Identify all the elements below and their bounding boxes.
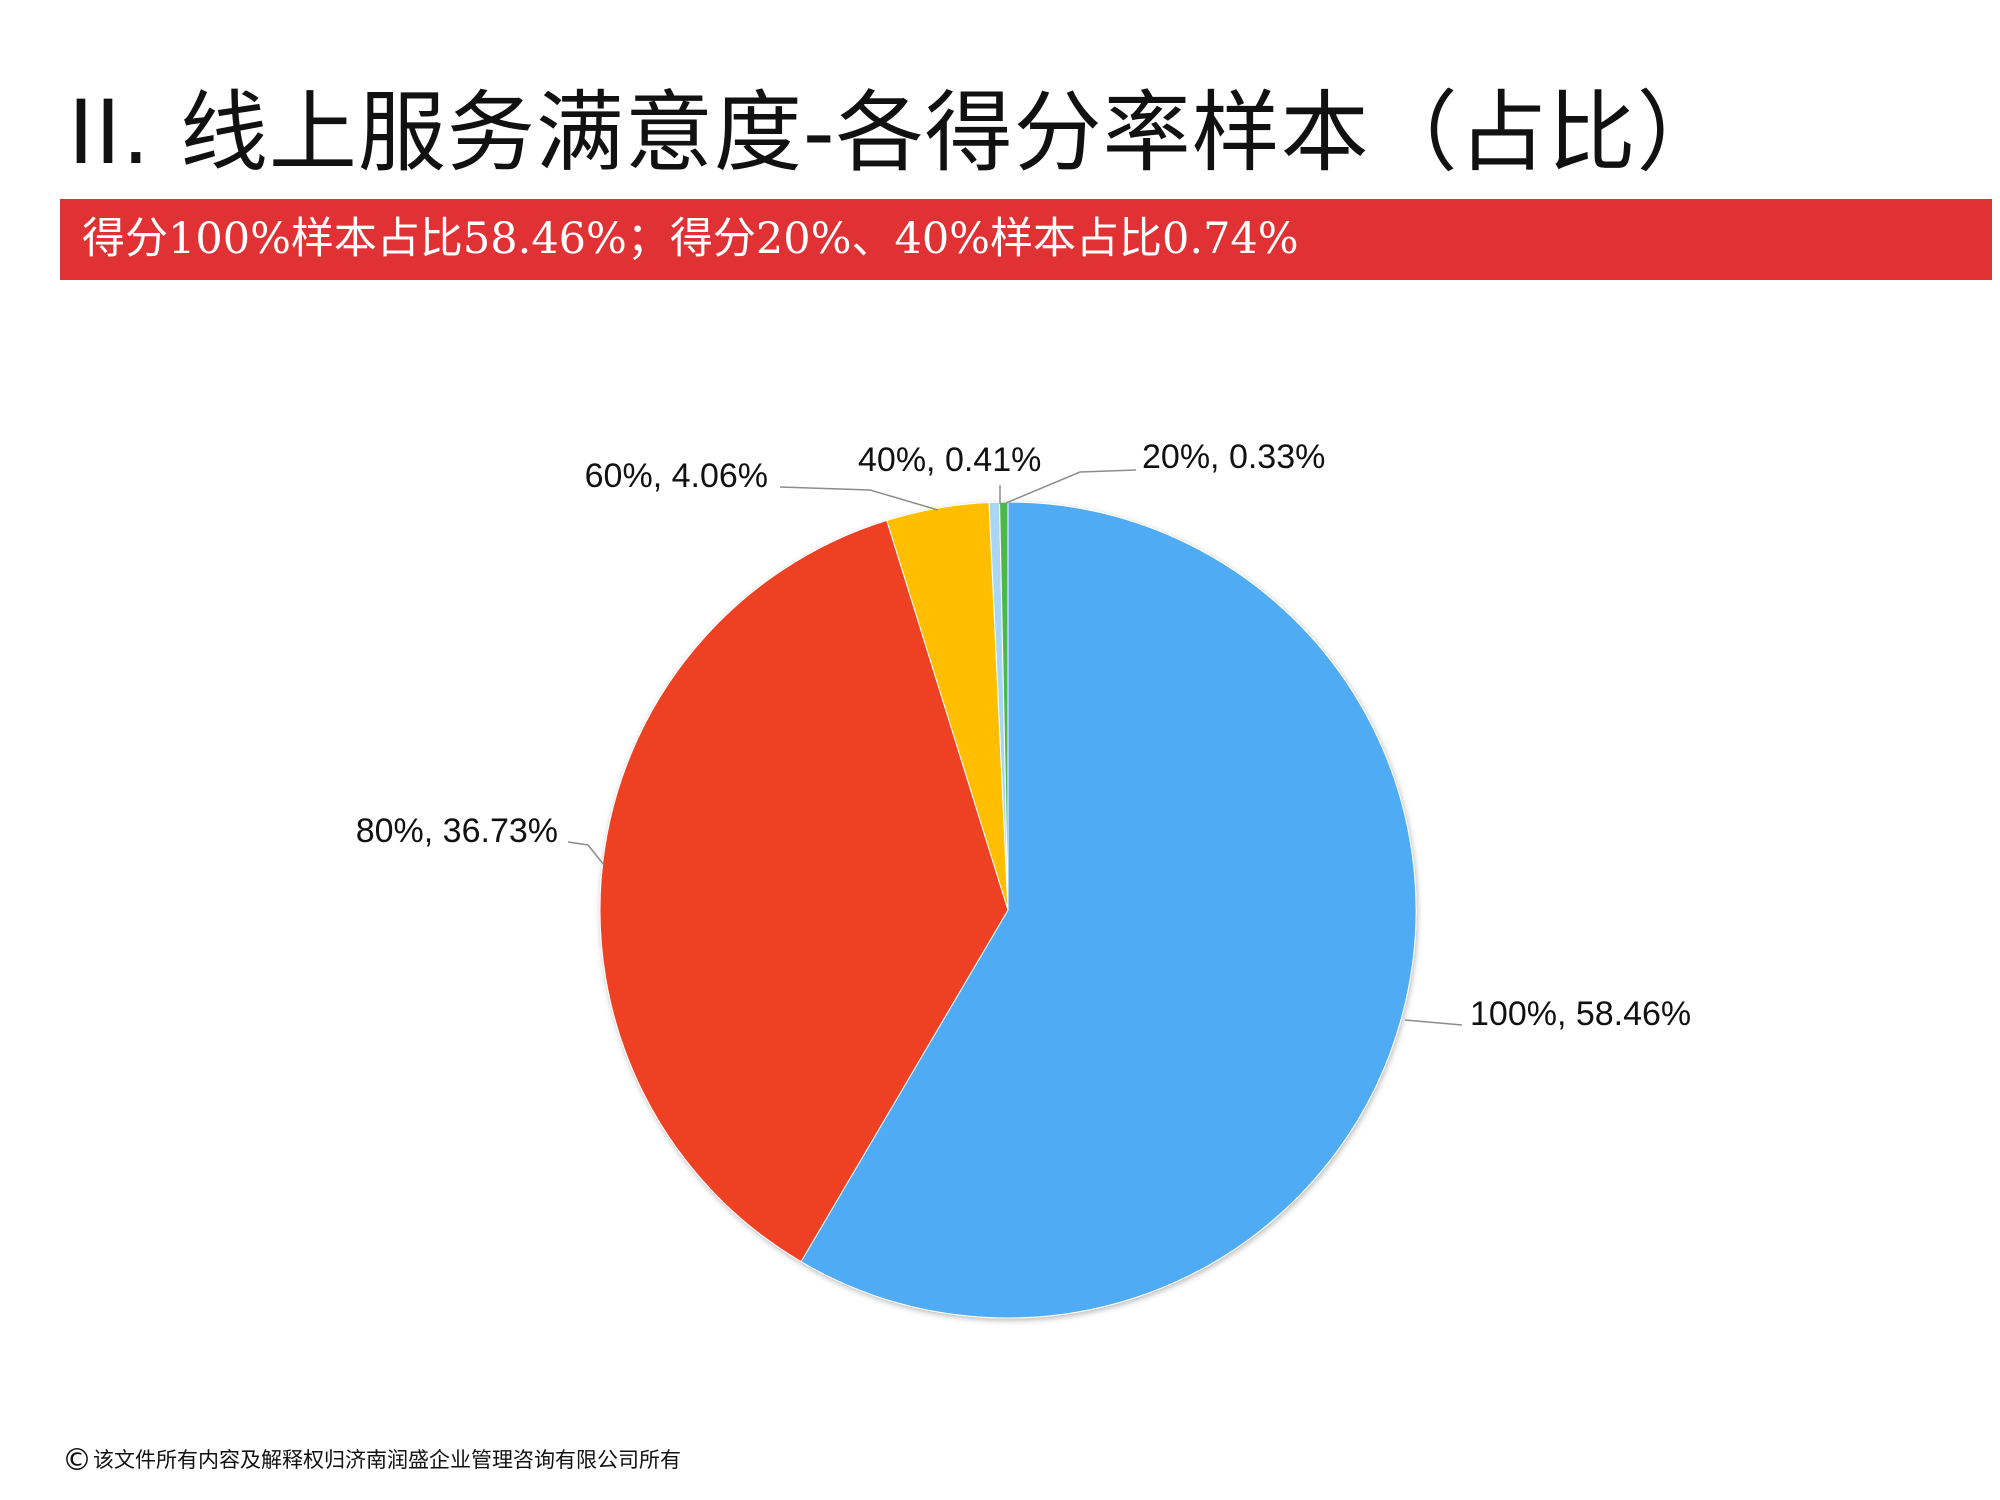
- copyright-footer: ©该文件所有内容及解释权归济南润盛企业管理咨询有限公司所有: [62, 1443, 681, 1478]
- data-label-40pct: 40%, 0.41%: [858, 441, 1041, 479]
- data-label-80pct: 80%, 36.73%: [356, 812, 558, 850]
- copyright-symbol: ©: [62, 1443, 92, 1478]
- leader-line-60pct: [779, 486, 939, 511]
- summary-banner-text: 得分100%样本占比58.46%；得分20%、40%样本占比0.74%: [82, 214, 1299, 264]
- page-title: II. 线上服务满意度-各得分率样本（占比）: [68, 81, 1726, 184]
- summary-banner: 得分100%样本占比58.46%；得分20%、40%样本占比0.74%: [60, 199, 1992, 280]
- data-label-100pct: 100%, 58.46%: [1470, 995, 1691, 1033]
- data-label-20pct: 20%, 0.33%: [1142, 438, 1325, 476]
- data-label-60pct: 60%, 4.06%: [585, 457, 768, 495]
- pie-slice-100pct: [800, 501, 1417, 1319]
- leader-line-100pct: [1404, 1019, 1463, 1026]
- leader-line-20pct: [1005, 469, 1137, 504]
- copyright-text: 该文件所有内容及解释权归济南润盛企业管理咨询有限公司所有: [93, 1448, 681, 1472]
- leader-line-80pct: [567, 841, 605, 866]
